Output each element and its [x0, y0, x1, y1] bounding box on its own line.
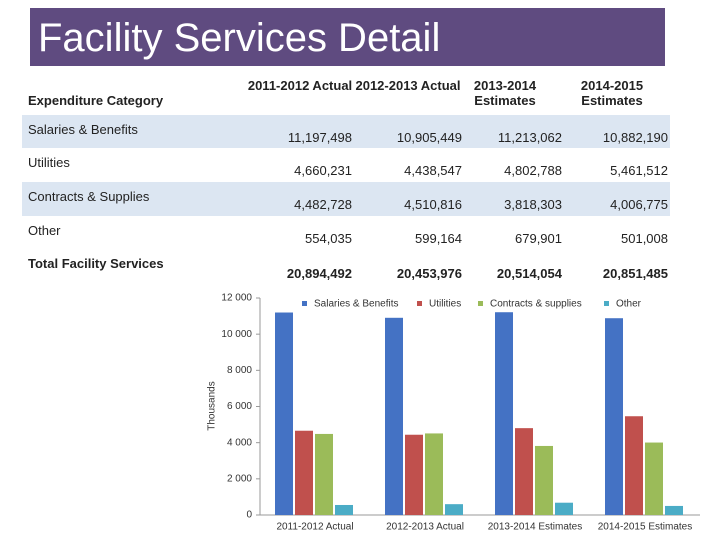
- table-cell: 20,514,054: [496, 265, 562, 281]
- bar: [495, 312, 513, 515]
- x-tick-label: 2014-2015 Estimates: [598, 522, 693, 533]
- title-banner: Facility Services Detail: [30, 8, 665, 66]
- bar: [335, 504, 353, 515]
- table-cell: 4,510,816: [404, 197, 462, 212]
- table-cell: 4,482,728: [294, 197, 352, 212]
- bar: [625, 416, 643, 515]
- header-cell: Expenditure Category: [28, 93, 164, 108]
- row-band: [22, 115, 670, 148]
- table-cell: 501,008: [621, 231, 668, 246]
- legend-swatch: [302, 301, 307, 306]
- table-cell: 10,905,449: [396, 129, 462, 145]
- row-band: [22, 182, 670, 216]
- legend-label: Utilities: [429, 299, 461, 310]
- header-cell: 2012-2013 Actual: [355, 78, 461, 93]
- bar: [405, 434, 423, 515]
- legend-label: Contracts & supplies: [490, 299, 582, 310]
- legend-label: Other: [616, 299, 642, 310]
- row-label: Total Facility Services: [28, 255, 164, 271]
- x-tick-label: 2011-2012 Actual: [276, 522, 353, 533]
- row-label: Utilities: [28, 155, 70, 170]
- y-tick-label: 10 000: [221, 329, 252, 340]
- bar: [515, 428, 533, 515]
- legend-swatch: [604, 301, 609, 306]
- x-tick-label: 2013-2014 Estimates: [488, 522, 583, 533]
- y-tick-label: 2 000: [227, 473, 252, 484]
- table-cell: 20,453,976: [396, 265, 462, 281]
- y-tick-label: 0: [246, 510, 252, 521]
- header-cell: 2011-2012 Actual: [247, 78, 353, 93]
- header-cell: 2013-2014 Estimates: [473, 78, 537, 108]
- y-tick-label: 4 000: [227, 437, 252, 448]
- x-tick-label: 2012-2013 Actual: [386, 522, 464, 533]
- y-tick-label: 8 000: [227, 365, 252, 376]
- bar: [295, 430, 313, 515]
- bar: [275, 312, 293, 515]
- legend-swatch: [478, 301, 483, 306]
- bar: [555, 502, 573, 515]
- bar: [665, 505, 683, 515]
- slide-title: Facility Services Detail: [38, 16, 441, 60]
- table-cell: 4,660,231: [294, 163, 352, 178]
- table-cell: 20,894,492: [286, 265, 352, 281]
- bar: [645, 442, 663, 515]
- table-cell: 5,461,512: [610, 163, 668, 178]
- table-cell: 4,438,547: [404, 163, 462, 178]
- bar: [425, 433, 443, 515]
- bar: [315, 433, 333, 515]
- table-cell: 11,213,062: [497, 129, 562, 145]
- table-cell: 554,035: [305, 231, 352, 246]
- row-label: Salaries & Benefits: [28, 121, 138, 137]
- bar: [445, 504, 463, 515]
- legend-label: Salaries & Benefits: [314, 299, 399, 310]
- table-cell: 3,818,303: [504, 197, 562, 212]
- y-tick-label: 12 000: [221, 293, 252, 304]
- bar: [605, 318, 623, 515]
- table-cell: 599,164: [415, 231, 462, 246]
- table-cell: 679,901: [515, 231, 562, 246]
- table-cell: 4,006,775: [610, 197, 668, 212]
- bar: [385, 317, 403, 515]
- row-label: Other: [28, 223, 61, 238]
- y-tick-label: 6 000: [227, 401, 252, 412]
- table-cell: 11,197,498: [287, 129, 352, 145]
- table-cell: 10,882,190: [602, 129, 668, 145]
- table-cell: 4,802,788: [504, 163, 562, 178]
- row-label: Contracts & Supplies: [28, 189, 150, 204]
- header-cell: 2014-2015 Estimates: [580, 78, 644, 108]
- y-axis-label: Thousands: [207, 381, 218, 430]
- bar: [535, 445, 553, 515]
- table-cell: 20,851,485: [602, 265, 668, 281]
- legend-swatch: [417, 301, 422, 306]
